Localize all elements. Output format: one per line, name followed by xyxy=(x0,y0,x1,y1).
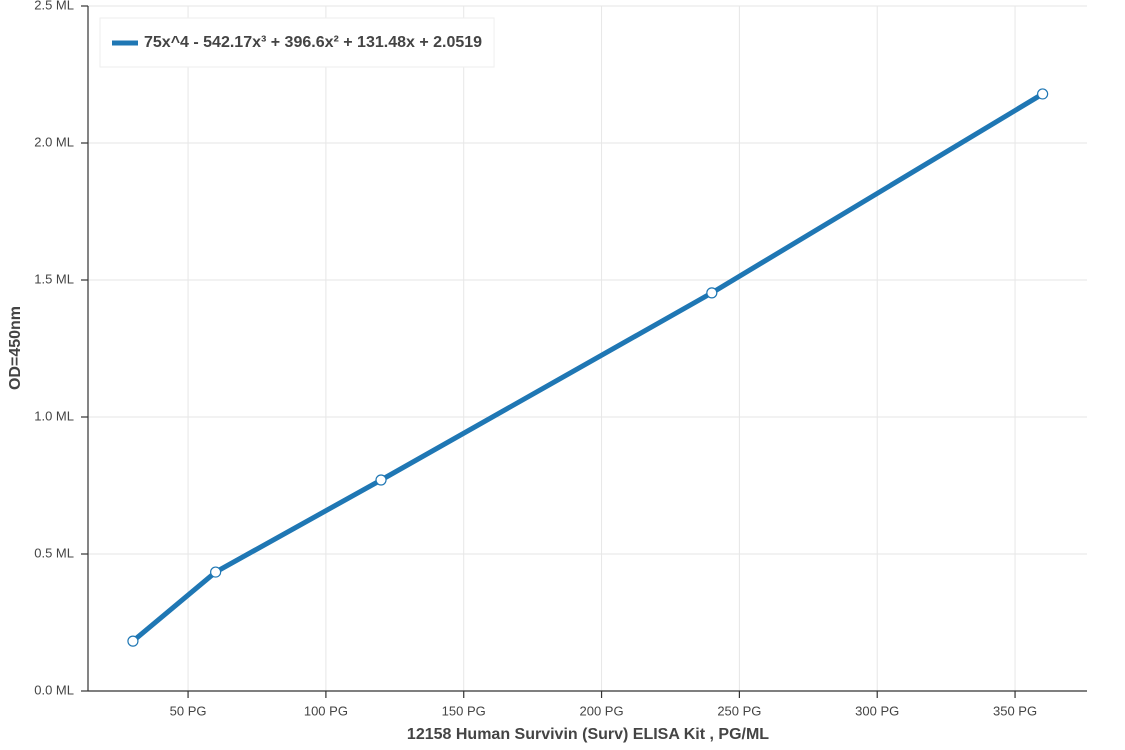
y-tick-label: 2.5 ML xyxy=(34,0,74,12)
y-axis-label: OD=450nm xyxy=(7,306,24,390)
data-point xyxy=(210,566,222,578)
x-axis-label: 12158 Human Survivin (Surv) ELISA Kit , … xyxy=(407,726,769,743)
data-point xyxy=(127,635,139,647)
x-tick-label: 300 PG xyxy=(855,703,899,718)
data-point xyxy=(375,474,387,486)
x-tick-label: 350 PG xyxy=(993,703,1037,718)
x-tick-label: 150 PG xyxy=(442,703,486,718)
x-tick-label: 100 PG xyxy=(304,703,348,718)
data-point xyxy=(706,287,718,299)
y-tick-label: 2.0 ML xyxy=(34,134,74,149)
legend-box xyxy=(99,17,495,68)
x-tick-label: 50 PG xyxy=(170,703,207,718)
x-tick-label: 200 PG xyxy=(580,703,624,718)
y-tick-label: 0.0 ML xyxy=(34,682,74,697)
y-tick-label: 1.0 ML xyxy=(34,408,74,423)
series-line xyxy=(131,91,1044,644)
y-tick-label: 0.5 ML xyxy=(34,545,74,560)
legend-label: 75x^4 - 542.17x³ + 396.6x² + 131.48x + 2… xyxy=(144,34,482,51)
x-tick-label: 250 PG xyxy=(717,703,761,718)
data-point xyxy=(1037,88,1049,100)
y-tick-label: 1.5 ML xyxy=(34,271,74,286)
